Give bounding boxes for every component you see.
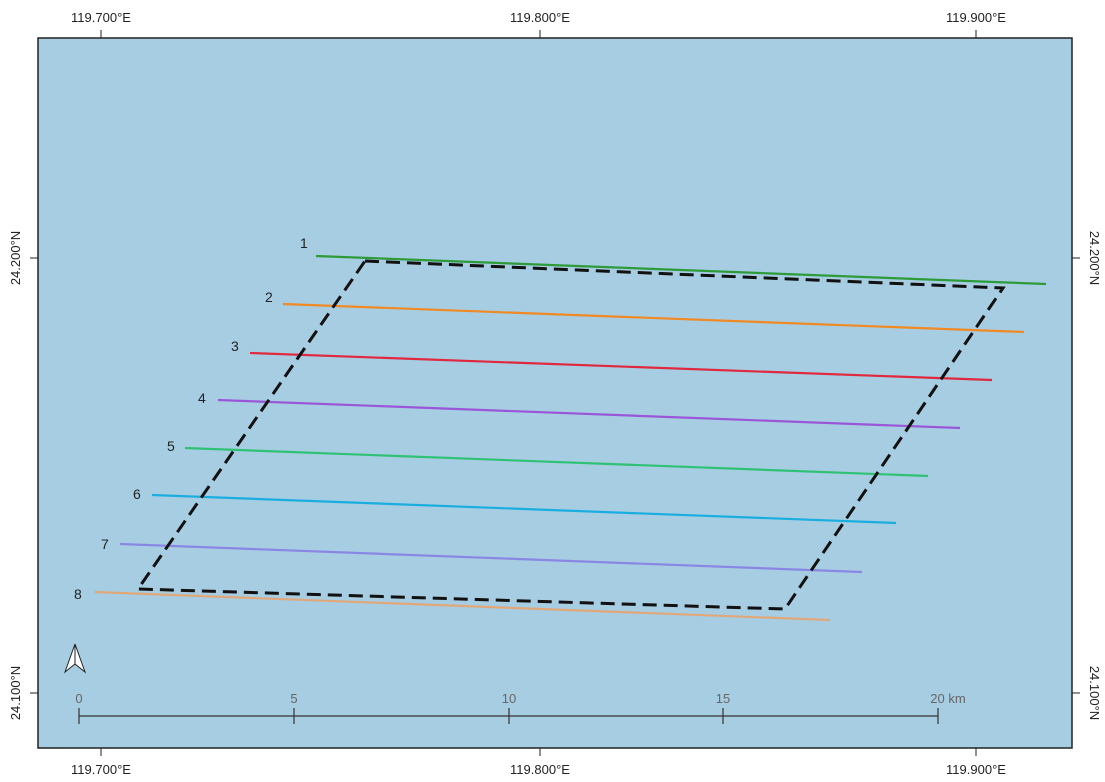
left-latitude-label-1: 24.200°N <box>8 231 23 285</box>
left-latitude-label-2: 24.100°N <box>8 666 23 720</box>
bottom-longitude-label-3: 119.900°E <box>946 762 1006 777</box>
north-arrow-icon <box>63 643 87 674</box>
line-label-7: 7 <box>101 536 109 552</box>
right-latitude-label-2: 24.100°N <box>1087 666 1102 720</box>
right-latitude-label-1: 24.200°N <box>1087 231 1102 285</box>
line-label-2: 2 <box>265 289 273 305</box>
line-label-6: 6 <box>133 486 141 502</box>
scale-label-15: 15 <box>716 691 730 706</box>
scale-label-20: 20 km <box>930 691 965 706</box>
survey-line-4 <box>217 398 961 430</box>
scale-label-10: 10 <box>502 691 516 706</box>
top-longitude-axis: 119.700°E 119.800°E 119.900°E <box>71 10 1006 38</box>
bottom-longitude-label-1: 119.700°E <box>71 762 131 777</box>
line-label-4: 4 <box>198 390 206 406</box>
top-longitude-label-1: 119.700°E <box>71 10 131 25</box>
line-label-1: 1 <box>300 235 308 251</box>
line-label-3: 3 <box>231 338 239 354</box>
scale-label-0: 0 <box>75 691 82 706</box>
line-label-5: 5 <box>167 438 175 454</box>
survey-line-1 <box>315 254 1047 286</box>
scale-label-5: 5 <box>290 691 297 706</box>
survey-line-5 <box>184 446 929 478</box>
top-longitude-label-2: 119.800°E <box>510 10 570 25</box>
scale-bar: 0 5 10 15 20 km <box>75 691 966 724</box>
survey-line-6 <box>151 493 897 525</box>
right-latitude-axis: 24.200°N 24.100°N <box>1072 231 1102 720</box>
survey-lines <box>94 254 1047 622</box>
survey-line-3 <box>249 351 993 382</box>
top-longitude-label-3: 119.900°E <box>946 10 1006 25</box>
map-panel <box>37 37 1073 749</box>
survey-area-boundary <box>135 259 1006 611</box>
survey-line-8 <box>94 590 831 622</box>
bottom-longitude-label-2: 119.800°E <box>510 762 570 777</box>
survey-line-7 <box>119 542 863 574</box>
left-latitude-axis: 24.200°N 24.100°N <box>8 231 38 720</box>
bottom-longitude-axis: 119.700°E 119.800°E 119.900°E <box>71 748 1006 777</box>
line-label-8: 8 <box>74 586 82 602</box>
survey-line-2 <box>282 302 1025 334</box>
survey-line-labels: 1 2 3 4 5 6 7 8 <box>74 235 308 602</box>
